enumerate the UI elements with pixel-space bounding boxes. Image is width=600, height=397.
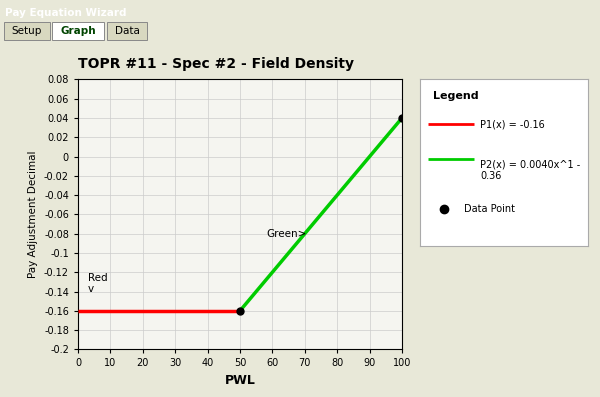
FancyBboxPatch shape bbox=[107, 21, 147, 40]
Y-axis label: Pay Adjustment Decimal: Pay Adjustment Decimal bbox=[28, 150, 38, 278]
Text: Graph: Graph bbox=[60, 26, 96, 36]
X-axis label: PWL: PWL bbox=[224, 374, 256, 387]
FancyBboxPatch shape bbox=[4, 21, 50, 40]
Text: P1(x) = -0.16: P1(x) = -0.16 bbox=[481, 119, 545, 129]
Text: Legend: Legend bbox=[433, 91, 479, 101]
FancyBboxPatch shape bbox=[52, 21, 104, 40]
Text: P2(x) = 0.0040x^1 -
0.36: P2(x) = 0.0040x^1 - 0.36 bbox=[481, 160, 581, 181]
Text: Data Point: Data Point bbox=[464, 204, 515, 214]
Text: Red
v: Red v bbox=[88, 273, 107, 295]
Text: Data: Data bbox=[115, 26, 139, 36]
Text: Setup: Setup bbox=[12, 26, 42, 36]
Text: Pay Equation Wizard: Pay Equation Wizard bbox=[5, 8, 127, 17]
Text: Green>: Green> bbox=[266, 229, 306, 239]
Text: TOPR #11 - Spec #2 - Field Density: TOPR #11 - Spec #2 - Field Density bbox=[78, 57, 354, 71]
